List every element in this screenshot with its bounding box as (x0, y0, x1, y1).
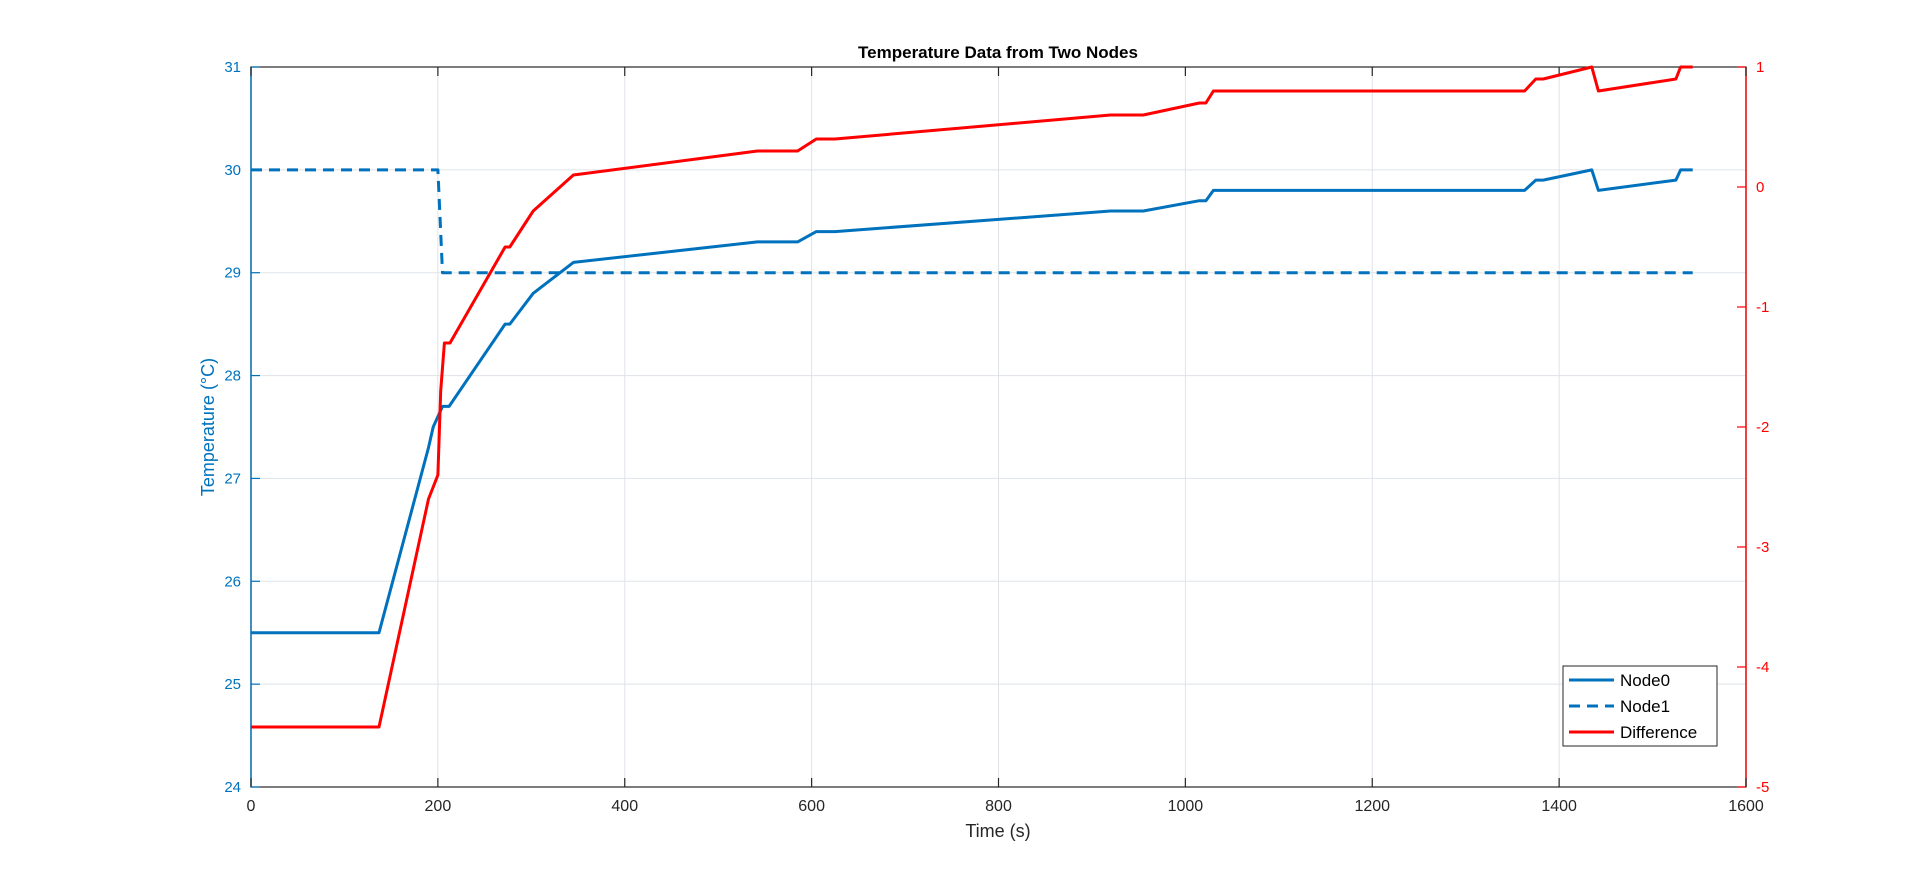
x-tick-label: 0 (247, 798, 256, 815)
legend-label-node0: Node0 (1620, 671, 1670, 690)
series-layer (251, 65, 1693, 729)
series-line-node1 (251, 168, 1693, 275)
left-tick-label: 27 (224, 470, 241, 487)
x-tick-label: 1400 (1541, 798, 1577, 815)
right-tick-label: -2 (1756, 419, 1769, 436)
left-tick-label: 24 (224, 779, 241, 796)
x-axis-label: Time (s) (965, 821, 1030, 841)
left-tick-label: 29 (224, 265, 241, 282)
right-tick-label: 0 (1756, 179, 1764, 196)
right-axis: -5 -4 -3 -2 -1 0 1 (1737, 59, 1769, 796)
right-tick-label: -5 (1756, 779, 1769, 796)
right-tick-label: -1 (1756, 299, 1769, 316)
left-tick-label: 31 (224, 59, 241, 76)
chart-title: Temperature Data from Two Nodes (858, 43, 1138, 62)
x-axis: 0 200 400 600 800 1000 1200 1400 1600 (247, 67, 1764, 815)
grid (250, 66, 1747, 788)
left-tick-label: 25 (224, 676, 241, 693)
x-tick-label: 800 (985, 798, 1012, 815)
x-tick-label: 200 (425, 798, 452, 815)
x-tick-label: 1600 (1728, 798, 1764, 815)
right-tick-label: -4 (1756, 659, 1769, 676)
right-tick-label: -3 (1756, 539, 1769, 556)
left-axis-label: Temperature (°C) (198, 358, 218, 496)
series-line-node0 (251, 168, 1693, 635)
x-tick-label: 1000 (1168, 798, 1204, 815)
legend-label-node1: Node1 (1620, 697, 1670, 716)
x-tick-label: 1200 (1354, 798, 1390, 815)
series-line-difference (251, 65, 1693, 729)
right-tick-label: 1 (1756, 59, 1764, 76)
left-tick-label: 28 (224, 368, 241, 385)
left-axis: 24 25 26 27 28 29 30 31 (224, 59, 260, 796)
legend: Node0 Node1 Difference (1562, 665, 1718, 747)
x-tick-label: 600 (798, 798, 825, 815)
legend-label-difference: Difference (1620, 723, 1697, 742)
x-tick-label: 400 (611, 798, 638, 815)
left-tick-label: 26 (224, 573, 241, 590)
left-tick-label: 30 (224, 162, 241, 179)
